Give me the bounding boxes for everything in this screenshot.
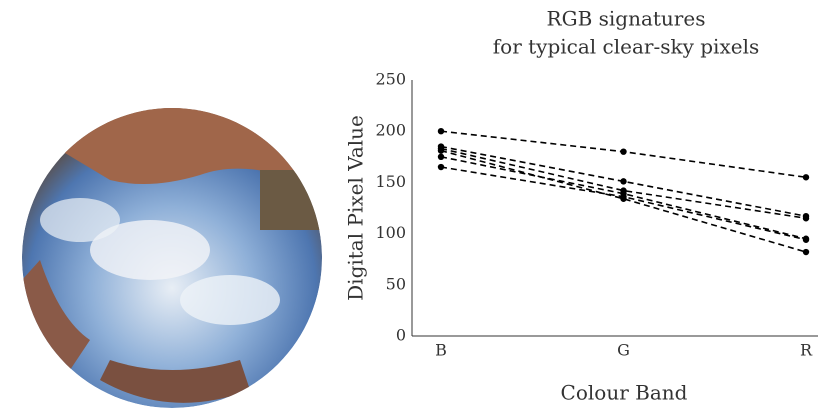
fisheye-photo: [22, 102, 340, 408]
y-tick-label: 150: [375, 172, 406, 191]
x-tick-label: R: [800, 341, 813, 360]
point: [620, 148, 626, 154]
x-axis-label: Colour Band: [561, 381, 688, 405]
point: [438, 147, 444, 153]
point: [803, 237, 809, 243]
y-axis-label: Digital Pixel Value: [344, 115, 368, 301]
figure: RGB signatures for typical clear-sky pix…: [0, 0, 818, 408]
point: [620, 178, 626, 184]
y-tick-label: 0: [396, 326, 406, 345]
y-tick-label: 250: [375, 70, 406, 89]
page: {"chart_data": {"type": "line", "title":…: [0, 0, 818, 408]
series-line: [441, 167, 806, 240]
point: [438, 128, 444, 134]
x-tick-label: B: [435, 341, 447, 360]
chart-title: for typical clear-sky pixels: [493, 35, 759, 59]
point: [620, 194, 626, 200]
point: [438, 154, 444, 160]
point: [803, 249, 809, 255]
y-tick-label: 50: [386, 274, 406, 293]
y-tick-label: 100: [375, 223, 406, 242]
point: [803, 174, 809, 180]
chart-title: RGB signatures: [547, 7, 706, 31]
point: [803, 215, 809, 221]
y-tick-label: 200: [375, 121, 406, 140]
x-tick-label: G: [617, 341, 630, 360]
point: [438, 164, 444, 170]
